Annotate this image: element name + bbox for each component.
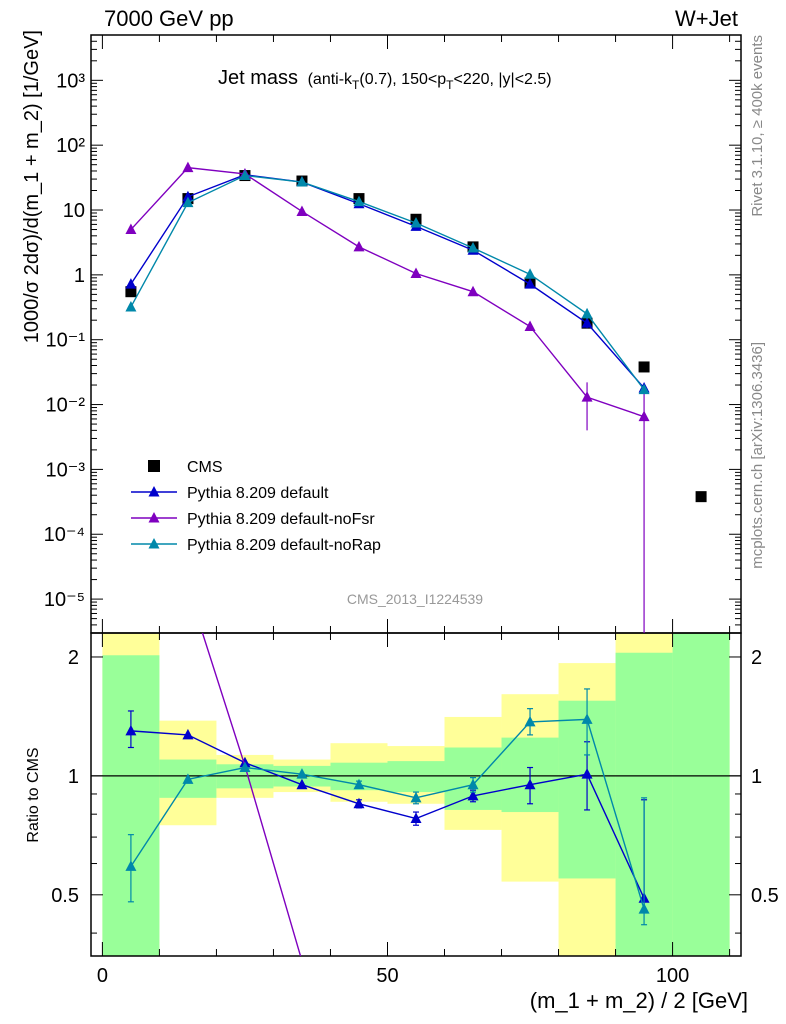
ratio-series-0-point [410,812,422,824]
ratio-y-tick-label: 0.5 [51,885,79,907]
axis-tick-labels: 10⁻⁵ 10⁻⁴ 10⁻³ 10⁻² 10⁻¹ 1 10 10² 10³ 0.5 0.5 1 1 2 2 0… [44,70,779,987]
ratio-series-2-point [125,860,137,871]
legend-marker-cms [148,460,160,472]
series-3-point [638,383,650,395]
main-y-tick-label: 1 [74,265,85,287]
main-y-tick-label: 10⁻³ [46,459,86,481]
ratio-series-2-line [130,718,645,910]
legend-label: CMS [187,459,223,476]
ratio-series-1-line [201,633,302,956]
ratio-y-tick-label: 1 [68,766,79,788]
main-y-axis-label: 1000/σ 2dσ)/d(m_1 + m_2) [1/GeV] [21,30,43,343]
cms-data-point [695,491,707,503]
series-3-point [524,268,536,279]
series-2-point [410,267,422,278]
series-2-line [130,166,645,418]
ratio-y-tick-label-right: 1 [751,766,762,788]
series-2-point [182,161,194,173]
legend-marker [148,538,160,549]
ratio-series-2-point [410,791,422,803]
series-1-point [182,190,194,202]
main-y-tick-label: 10³ [56,70,85,92]
series-2-point [296,205,308,216]
series-2-point [581,391,593,402]
legend-label: Pythia 8.209 default [187,485,329,502]
series-2-point [125,223,137,235]
ratio-series-layer [125,633,650,956]
series-2-point [638,410,650,422]
x-axis-label: (m_1 + m_2) / 2 [GeV] [530,988,748,1013]
green-band [387,761,445,793]
series-3-point [182,196,194,208]
ratio-series-2-point [524,715,536,727]
ratio-y-tick-label-right: 2 [751,647,762,669]
ratio-series-2-point [581,713,593,724]
green-band [672,633,730,956]
legend: CMS Pythia 8.209 default Pythia 8.209 defa… [131,459,381,554]
ratio-series-2-point [467,778,479,790]
ratio-series-0-point [467,789,479,801]
series-1-point [581,317,593,328]
main-y-tick-label: 10⁻⁵ [44,589,85,611]
ratio-series-2-point [353,778,365,790]
header-energy: 7000 GeV pp [104,6,234,31]
series-1-point [524,278,536,289]
series-2-point [524,320,536,331]
series-3-line [130,174,645,391]
cms-data-point [125,286,137,298]
cms-data-point [638,361,650,373]
ratio-series-0-point [182,728,194,740]
legend-label: Pythia 8.209 default-noFsr [187,511,375,528]
ratio-panel-frame [90,632,742,957]
main-y-tick-label: 10² [56,135,85,157]
legend-label: Pythia 8.209 default-noRap [187,537,381,554]
series-3-point [125,300,137,312]
ratio-series-2-point [296,768,308,779]
series-1-point [125,278,137,289]
main-y-tick-label: 10⁻⁴ [44,524,85,546]
ratio-series-2-point [239,761,251,773]
x-tick-label: 50 [376,965,398,987]
series-3-point [353,195,365,207]
ratio-y-axis-label: Ratio to CMS [25,747,42,842]
series-3-point [239,169,251,181]
ratio-series-0-point [353,797,365,809]
series-2-point [467,285,479,297]
ratio-series-0-point [296,778,308,790]
main-y-tick-label: 10⁻¹ [46,330,86,352]
header-process: W+Jet [675,6,738,31]
mcplots-label: mcplots.cern.ch [arXiv:1306.3436] [749,342,766,569]
series-2-point [353,240,365,252]
ratio-series-0-point [125,724,137,736]
rivet-version-label: Rivet 3.1.10, ≥ 400k events [749,35,766,217]
ratio-series-0-point [524,778,536,790]
legend-marker [148,486,160,497]
legend-marker [148,512,160,523]
main-y-tick-label: 10⁻² [46,395,86,417]
ratio-series-0-point [581,768,593,779]
x-tick-label: 0 [97,965,108,987]
series-3-point [296,176,308,187]
analysis-watermark: CMS_2013_I1224539 [347,591,483,607]
green-band [102,655,160,956]
main-series-layer [125,161,707,633]
series-3-point [467,241,479,253]
series-1-line [130,174,645,389]
ratio-y-tick-label-right: 0.5 [751,885,779,907]
x-tick-label: 100 [656,965,689,987]
plot-title: Jet mass (anti-kT(0.7), 150<pT<220, |y|<… [218,67,552,92]
ratio-series-2-point [182,773,194,784]
series-3-point [410,217,422,228]
ratio-series-2-point [638,903,650,914]
main-y-tick-label: 10 [63,200,85,222]
ratio-y-tick-label: 2 [68,647,79,669]
ratio-series-0-line [130,730,645,899]
series-3-point [581,307,593,319]
